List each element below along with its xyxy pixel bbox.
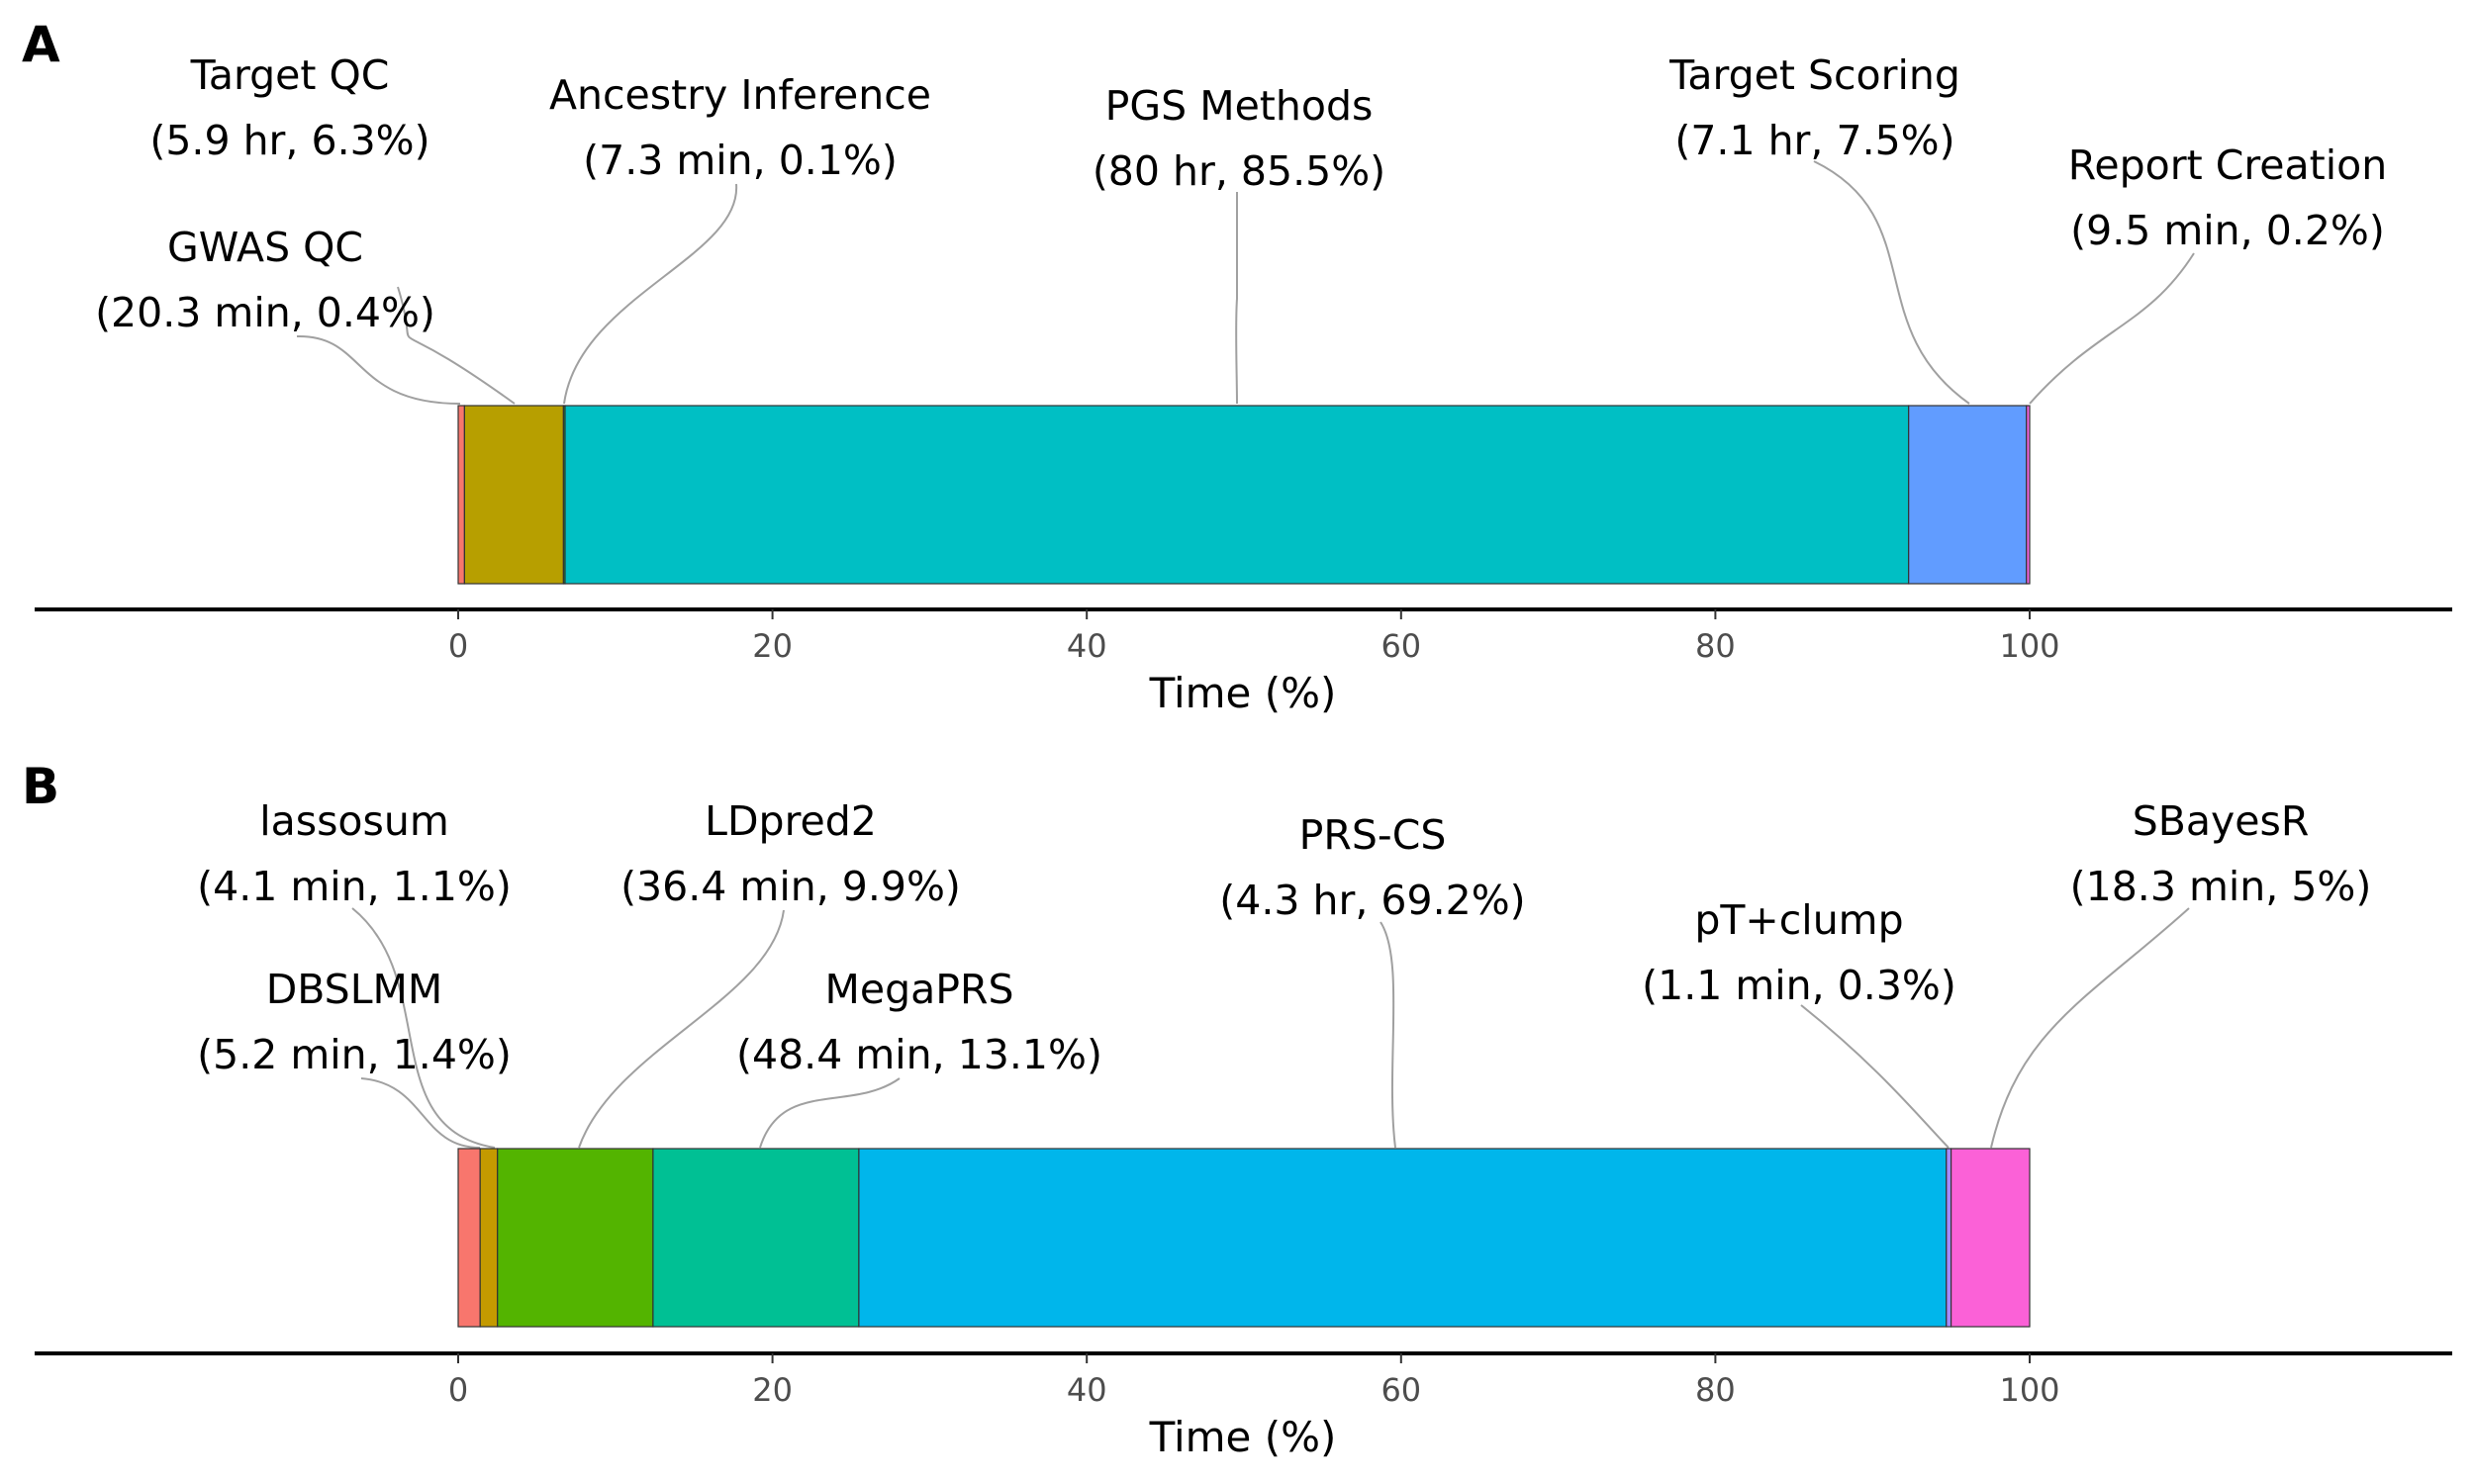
x-tick-label-100: 100 [1999, 627, 2059, 665]
segment-detail-target-qc: (5.9 hr, 6.3%) [149, 117, 429, 164]
bar-segment-lassosum [479, 1148, 499, 1328]
bar-segment-target-scoring [1908, 405, 2028, 585]
leader-line-lassosum [351, 907, 496, 1149]
leader-line-pt-clump [1800, 1004, 1950, 1149]
leader-line-ancestry-inference [563, 183, 738, 405]
leader-line-prs-cs [1380, 921, 1396, 1149]
segment-name-pt-clump: pT+clump [1694, 896, 1903, 944]
segment-name-sbayesr: SBayesR [2133, 797, 2310, 845]
segment-name-ancestry-inference: Ancestry Inference [549, 71, 931, 119]
x-tick-label-100: 100 [1999, 1371, 2059, 1409]
x-tick-label-80: 80 [1695, 627, 1736, 665]
panel-a: A GWAS QC (20.3 min, 0.4%) Target QC (5.9 h… [22, 16, 2452, 717]
leader-line-report-creation [2029, 252, 2195, 405]
segment-detail-ldpred2: (36.4 min, 9.9%) [620, 863, 961, 910]
segment-detail-pt-clump: (1.1 min, 0.3%) [1642, 962, 1956, 1009]
bar-segment-megaprs [652, 1148, 860, 1328]
panel-a-bar [457, 405, 2031, 585]
segment-detail-sbayesr: (18.3 min, 5%) [2070, 863, 2372, 910]
segment-name-dbslmm: DBSLMM [266, 966, 443, 1013]
leader-line-target-qc [397, 286, 516, 405]
bar-segment-target-qc [463, 405, 564, 585]
panel-b: B DBSLMM (5.2 min, 1.4%) lassosum (4.1 min,… [22, 758, 2452, 1461]
bar-segment-report-creation [2026, 405, 2031, 585]
leader-line-dbslmm [360, 1077, 481, 1149]
leader-line-pgs-methods [1235, 192, 1238, 405]
panel-a-segment-labels: GWAS QC (20.3 min, 0.4%) Target QC (5.9 hr,… [95, 51, 2387, 336]
x-tick-label-80: 80 [1695, 1371, 1736, 1409]
segment-name-ldpred2: LDpred2 [705, 797, 877, 845]
panel-a-x-axis-title: Time (%) [1149, 669, 1337, 717]
segment-name-report-creation: Report Creation [2068, 141, 2387, 189]
bar-segment-sbayesr [1950, 1148, 2031, 1328]
x-tick-label-0: 0 [448, 1371, 468, 1409]
segment-detail-lassosum: (4.1 min, 1.1%) [197, 863, 512, 910]
x-tick-label-0: 0 [448, 627, 468, 665]
panel-b-bar [457, 1148, 2031, 1328]
panel-b-letter: B [22, 758, 59, 815]
segment-detail-megaprs: (48.4 min, 13.1%) [736, 1031, 1102, 1078]
segment-detail-dbslmm: (5.2 min, 1.4%) [197, 1031, 512, 1078]
segment-name-prs-cs: PRS-CS [1299, 811, 1447, 859]
segment-name-megaprs: MegaPRS [825, 966, 1014, 1013]
panel-b-x-ticks: 0 20 40 60 80 100 [448, 1353, 2060, 1409]
leader-line-megaprs [759, 1077, 901, 1149]
segment-name-target-scoring: Target Scoring [1668, 51, 1960, 99]
leader-line-ldpred2 [578, 909, 785, 1149]
bar-segment-dbslmm [457, 1148, 481, 1328]
x-tick-label-20: 20 [752, 627, 793, 665]
leader-line-target-scoring [1813, 160, 1970, 405]
panel-b-segment-labels: DBSLMM (5.2 min, 1.4%) lassosum (4.1 min, 1… [197, 797, 2371, 1078]
segment-detail-pgs-methods: (80 hr, 85.5%) [1093, 147, 1385, 195]
segment-detail-ancestry-inference: (7.3 min, 0.1%) [583, 137, 898, 184]
panel-b-leader-lines [351, 907, 2190, 1149]
bar-segment-gwas-qc [457, 405, 466, 585]
x-tick-label-40: 40 [1067, 1371, 1107, 1409]
bar-segment-pgs-methods [564, 405, 1910, 585]
x-tick-label-60: 60 [1380, 1371, 1421, 1409]
panel-a-leader-lines [296, 160, 2195, 405]
bar-segment-prs-cs [858, 1148, 1948, 1328]
bar-segment-pt-clump [1946, 1148, 1952, 1328]
segment-name-gwas-qc: GWAS QC [167, 224, 363, 271]
segment-detail-report-creation: (9.5 min, 0.2%) [2070, 207, 2385, 254]
x-tick-label-40: 40 [1067, 627, 1107, 665]
segment-detail-gwas-qc: (20.3 min, 0.4%) [95, 289, 435, 336]
panel-a-letter: A [22, 16, 60, 73]
panel-b-x-axis-title: Time (%) [1149, 1413, 1337, 1461]
segment-name-target-qc: Target QC [190, 51, 390, 99]
x-tick-label-60: 60 [1380, 627, 1421, 665]
segment-name-pgs-methods: PGS Methods [1105, 82, 1374, 130]
x-tick-label-20: 20 [752, 1371, 793, 1409]
segment-detail-target-scoring: (7.1 hr, 7.5%) [1674, 117, 1954, 164]
segment-name-lassosum: lassosum [259, 797, 449, 845]
bar-segment-ldpred2 [497, 1148, 654, 1328]
leader-line-gwas-qc [296, 334, 461, 405]
panel-a-x-ticks: 0 20 40 60 80 100 [448, 609, 2060, 665]
leader-line-sbayesr [1990, 907, 2190, 1149]
segment-detail-prs-cs: (4.3 hr, 69.2%) [1219, 877, 1525, 924]
